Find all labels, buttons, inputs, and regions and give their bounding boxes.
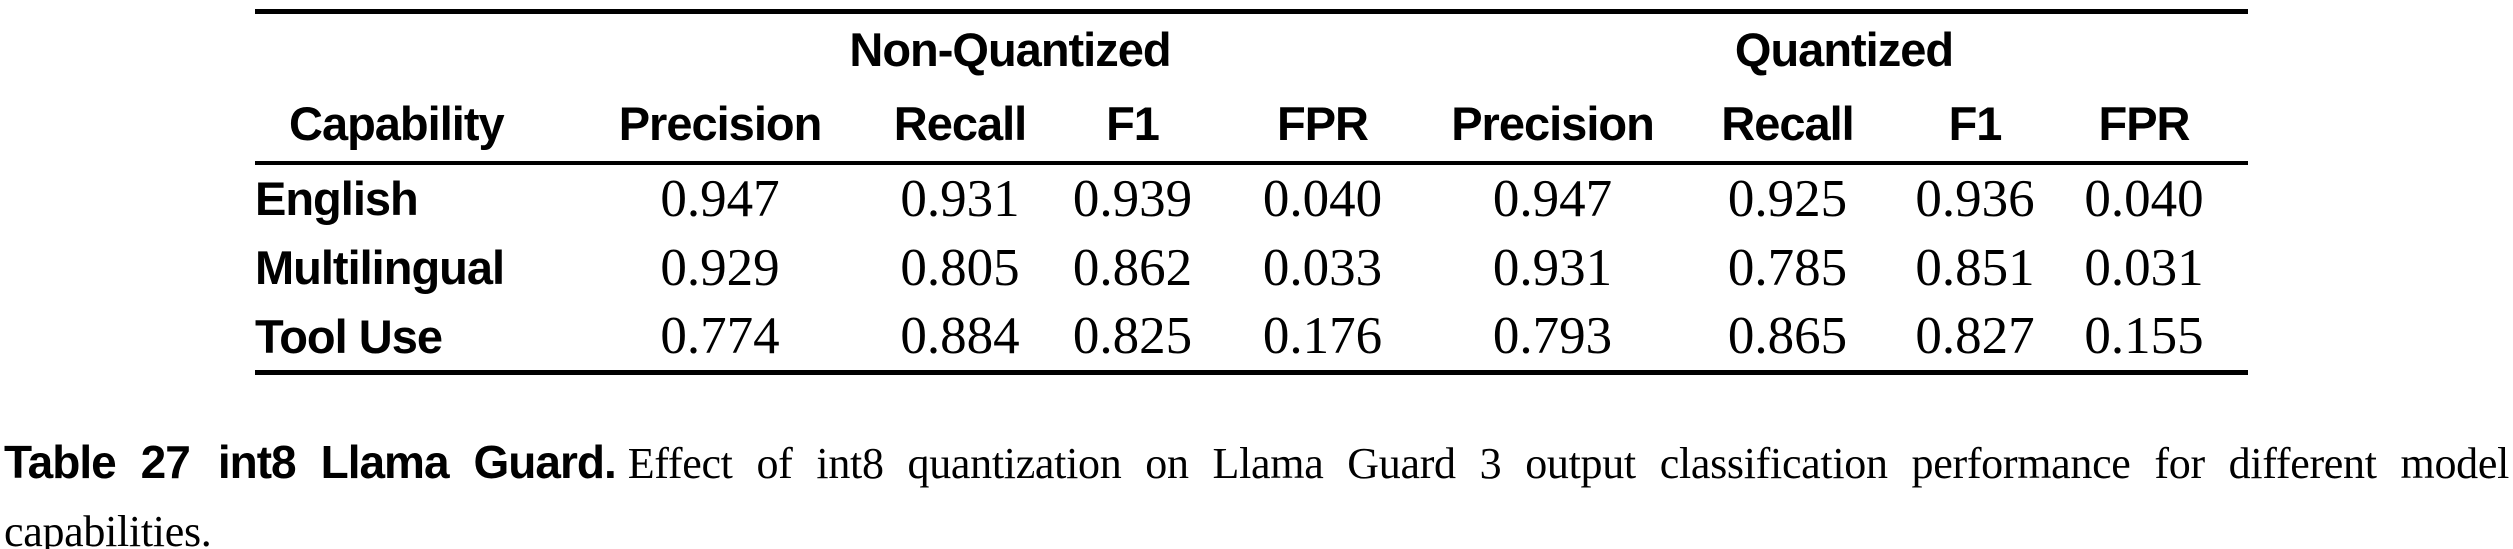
caption-label: Table 27 bbox=[4, 436, 191, 488]
group-header-spacer bbox=[255, 9, 580, 86]
group-header-quantized: Quantized bbox=[1440, 9, 2248, 86]
row-label-tool-use: Tool Use bbox=[255, 302, 580, 375]
cell-english-f1-nq: 0.939 bbox=[1072, 169, 1193, 228]
row-label-multilingual: Multilingual bbox=[255, 241, 505, 294]
cell-english-recall-q: 0.925 bbox=[1727, 169, 1848, 228]
table-row-multilingual: Multilingual 0.929 0.805 0.862 0.033 0.9… bbox=[255, 233, 2248, 303]
column-header-fpr-q: FPR bbox=[2040, 85, 2248, 165]
cell-tool-use-fpr-q: 0.155 bbox=[2040, 302, 2248, 375]
cell-multilingual-fpr-q: 0.031 bbox=[2084, 238, 2204, 297]
cell-tool-use-f1-q: 0.827 bbox=[1910, 302, 2040, 375]
column-header-f1-q: F1 bbox=[1910, 85, 2040, 165]
cell-tool-use-precision-nq: 0.774 bbox=[580, 302, 860, 375]
column-header-precision-q: Precision bbox=[1440, 85, 1665, 165]
cell-english-recall-nq: 0.931 bbox=[900, 169, 1020, 228]
group-header-row: Non-Quantized Quantized bbox=[255, 9, 2248, 86]
column-header-fpr-nq: FPR bbox=[1205, 85, 1440, 165]
table-row-english: English 0.947 0.931 0.939 0.040 0.947 0.… bbox=[255, 163, 2248, 233]
cell-tool-use-recall-q: 0.865 bbox=[1665, 302, 1910, 375]
cell-english-fpr-nq: 0.040 bbox=[1262, 169, 1383, 228]
group-header-non-quantized: Non-Quantized bbox=[580, 9, 1440, 86]
cell-multilingual-precision-q: 0.931 bbox=[1492, 238, 1613, 297]
cell-english-f1-q: 0.936 bbox=[1915, 169, 2035, 228]
cell-english-fpr-q: 0.040 bbox=[2084, 169, 2204, 228]
column-header-capability: Capability bbox=[255, 85, 580, 165]
metrics-table: Non-Quantized Quantized Capability Preci… bbox=[255, 9, 2248, 375]
caption-text: Effect of int8 quantization on Llama Gua… bbox=[4, 439, 2509, 549]
cell-multilingual-precision-nq: 0.929 bbox=[660, 238, 780, 297]
cell-tool-use-precision-q: 0.793 bbox=[1440, 302, 1665, 375]
cell-tool-use-recall-nq: 0.884 bbox=[860, 302, 1060, 375]
cell-multilingual-recall-nq: 0.805 bbox=[900, 238, 1020, 297]
column-header-recall-q: Recall bbox=[1665, 85, 1910, 165]
column-header-row: Capability Precision Recall F1 FPR Preci… bbox=[255, 85, 2248, 165]
table-caption: Table 27 int8 Llama Guard. Effect of int8 … bbox=[4, 433, 2509, 549]
row-label-english: English bbox=[255, 172, 419, 225]
column-header-precision-nq: Precision bbox=[580, 85, 860, 165]
table-row-tool-use: Tool Use 0.774 0.884 0.825 0.176 0.793 0… bbox=[255, 302, 2248, 375]
cell-english-precision-nq: 0.947 bbox=[660, 169, 780, 228]
cell-multilingual-fpr-nq: 0.033 bbox=[1262, 238, 1383, 297]
cell-multilingual-recall-q: 0.785 bbox=[1727, 238, 1848, 297]
column-header-f1-nq: F1 bbox=[1060, 85, 1205, 165]
metrics-table-container: Non-Quantized Quantized Capability Preci… bbox=[255, 9, 2248, 375]
cell-tool-use-f1-nq: 0.825 bbox=[1060, 302, 1205, 375]
cell-multilingual-f1-nq: 0.862 bbox=[1072, 238, 1193, 297]
cell-multilingual-f1-q: 0.851 bbox=[1915, 238, 2035, 297]
caption-title: int8 Llama Guard. bbox=[217, 436, 617, 488]
cell-tool-use-fpr-nq: 0.176 bbox=[1205, 302, 1440, 375]
column-header-recall-nq: Recall bbox=[860, 85, 1060, 165]
cell-english-precision-q: 0.947 bbox=[1492, 169, 1613, 228]
